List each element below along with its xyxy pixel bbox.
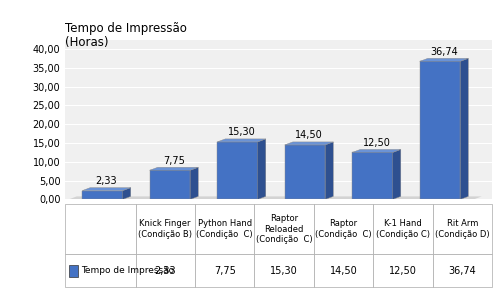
Polygon shape [190,167,198,199]
Polygon shape [257,139,265,199]
Polygon shape [284,142,333,145]
Bar [135,204,194,254]
Polygon shape [325,142,333,199]
Bar [372,204,432,254]
Text: 15,30: 15,30 [270,266,297,276]
Bar [254,204,313,254]
Bar [432,254,491,287]
Text: Raptor
Reloaded
(Condição  C): Raptor Reloaded (Condição C) [255,214,312,244]
Text: 36,74: 36,74 [447,266,475,276]
Bar [65,204,135,254]
Polygon shape [284,145,325,199]
Text: 7,75: 7,75 [163,156,184,166]
Text: 15,30: 15,30 [227,127,255,137]
Text: Tempo de Impressão: Tempo de Impressão [65,22,187,35]
Text: (Horas): (Horas) [65,36,109,49]
Polygon shape [149,167,198,170]
Bar [135,254,194,287]
Bar [194,204,254,254]
Text: 2,33: 2,33 [154,266,176,276]
Text: 36,74: 36,74 [429,47,457,57]
Bar [432,204,491,254]
Text: 2,33: 2,33 [96,176,117,186]
Text: 12,50: 12,50 [388,266,416,276]
Text: Python Hand
(Condição  C): Python Hand (Condição C) [196,219,253,239]
Polygon shape [82,188,130,191]
Polygon shape [122,188,130,199]
Bar [313,254,372,287]
Bar [372,254,432,287]
Bar [65,254,135,287]
Text: Knick Finger
(Condição B): Knick Finger (Condição B) [138,219,192,239]
Polygon shape [217,142,257,199]
Bar [194,254,254,287]
Polygon shape [352,149,400,152]
Polygon shape [419,61,459,199]
Polygon shape [82,191,122,199]
Text: 14,50: 14,50 [295,130,322,140]
Polygon shape [352,152,392,199]
Text: Raptor
(Condição  C): Raptor (Condição C) [315,219,371,239]
Polygon shape [69,197,481,199]
Text: 14,50: 14,50 [329,266,357,276]
Text: 7,75: 7,75 [213,266,235,276]
Polygon shape [459,58,467,199]
Text: 12,50: 12,50 [362,138,390,148]
Text: Rit Arm
(Condição D): Rit Arm (Condição D) [434,219,488,239]
Polygon shape [149,170,190,199]
Bar [69,265,78,277]
Bar [254,254,313,287]
Polygon shape [419,58,467,61]
Text: K-1 Hand
(Condição C): K-1 Hand (Condição C) [375,219,429,239]
Bar [313,204,372,254]
Polygon shape [217,139,265,142]
Text: Tempo de Impressão: Tempo de Impressão [81,266,174,275]
Polygon shape [392,149,400,199]
